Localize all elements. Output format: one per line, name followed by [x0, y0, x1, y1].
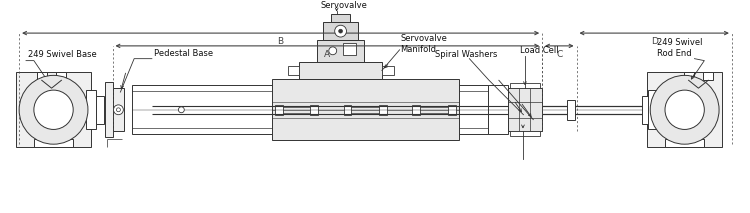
Bar [567, 100, 574, 120]
Bar [648, 90, 658, 130]
Circle shape [116, 108, 121, 112]
Bar [86, 90, 96, 130]
Bar [448, 105, 455, 115]
Text: C: C [556, 50, 562, 59]
Bar [323, 22, 358, 40]
Text: 249 Swivel
Rod End: 249 Swivel Rod End [657, 38, 703, 58]
Bar [287, 66, 299, 75]
Bar [96, 96, 104, 124]
Bar [56, 72, 66, 80]
Text: 249 Swivel Base: 249 Swivel Base [28, 50, 97, 59]
Circle shape [665, 90, 704, 130]
Bar [317, 40, 364, 62]
Circle shape [20, 75, 88, 144]
Text: Pedestal Base: Pedestal Base [154, 49, 213, 58]
Bar [510, 131, 540, 136]
Bar [112, 88, 125, 131]
Bar [379, 105, 387, 115]
Bar [508, 90, 520, 130]
Bar [34, 139, 74, 147]
Bar [643, 96, 650, 124]
Text: Servovalve: Servovalve [321, 1, 368, 10]
Bar [16, 72, 91, 147]
Bar [310, 105, 318, 115]
Text: Servovalve
Manifold: Servovalve Manifold [400, 34, 448, 54]
Bar [382, 66, 394, 75]
Circle shape [328, 47, 337, 55]
Circle shape [178, 107, 184, 113]
Text: D: D [651, 37, 658, 46]
Circle shape [650, 75, 719, 144]
Bar [344, 105, 352, 115]
Bar [413, 105, 420, 115]
Bar [684, 72, 694, 80]
Bar [331, 14, 350, 22]
Text: A: A [324, 50, 331, 59]
Bar [343, 43, 356, 55]
Bar [647, 72, 722, 147]
Bar [132, 85, 488, 134]
Circle shape [339, 29, 343, 33]
Bar [299, 62, 382, 79]
Bar [488, 85, 508, 134]
Bar [510, 83, 540, 88]
Bar [508, 88, 542, 131]
Bar [272, 79, 458, 140]
Circle shape [34, 90, 74, 130]
Bar [105, 82, 112, 137]
Text: B: B [278, 37, 284, 46]
Text: Load Cell: Load Cell [520, 46, 559, 55]
Text: Spiral Washers: Spiral Washers [435, 50, 497, 59]
Bar [704, 72, 713, 80]
Bar [274, 105, 283, 115]
Bar [37, 72, 46, 80]
Circle shape [334, 25, 346, 37]
Circle shape [113, 105, 123, 115]
Bar [665, 139, 704, 147]
